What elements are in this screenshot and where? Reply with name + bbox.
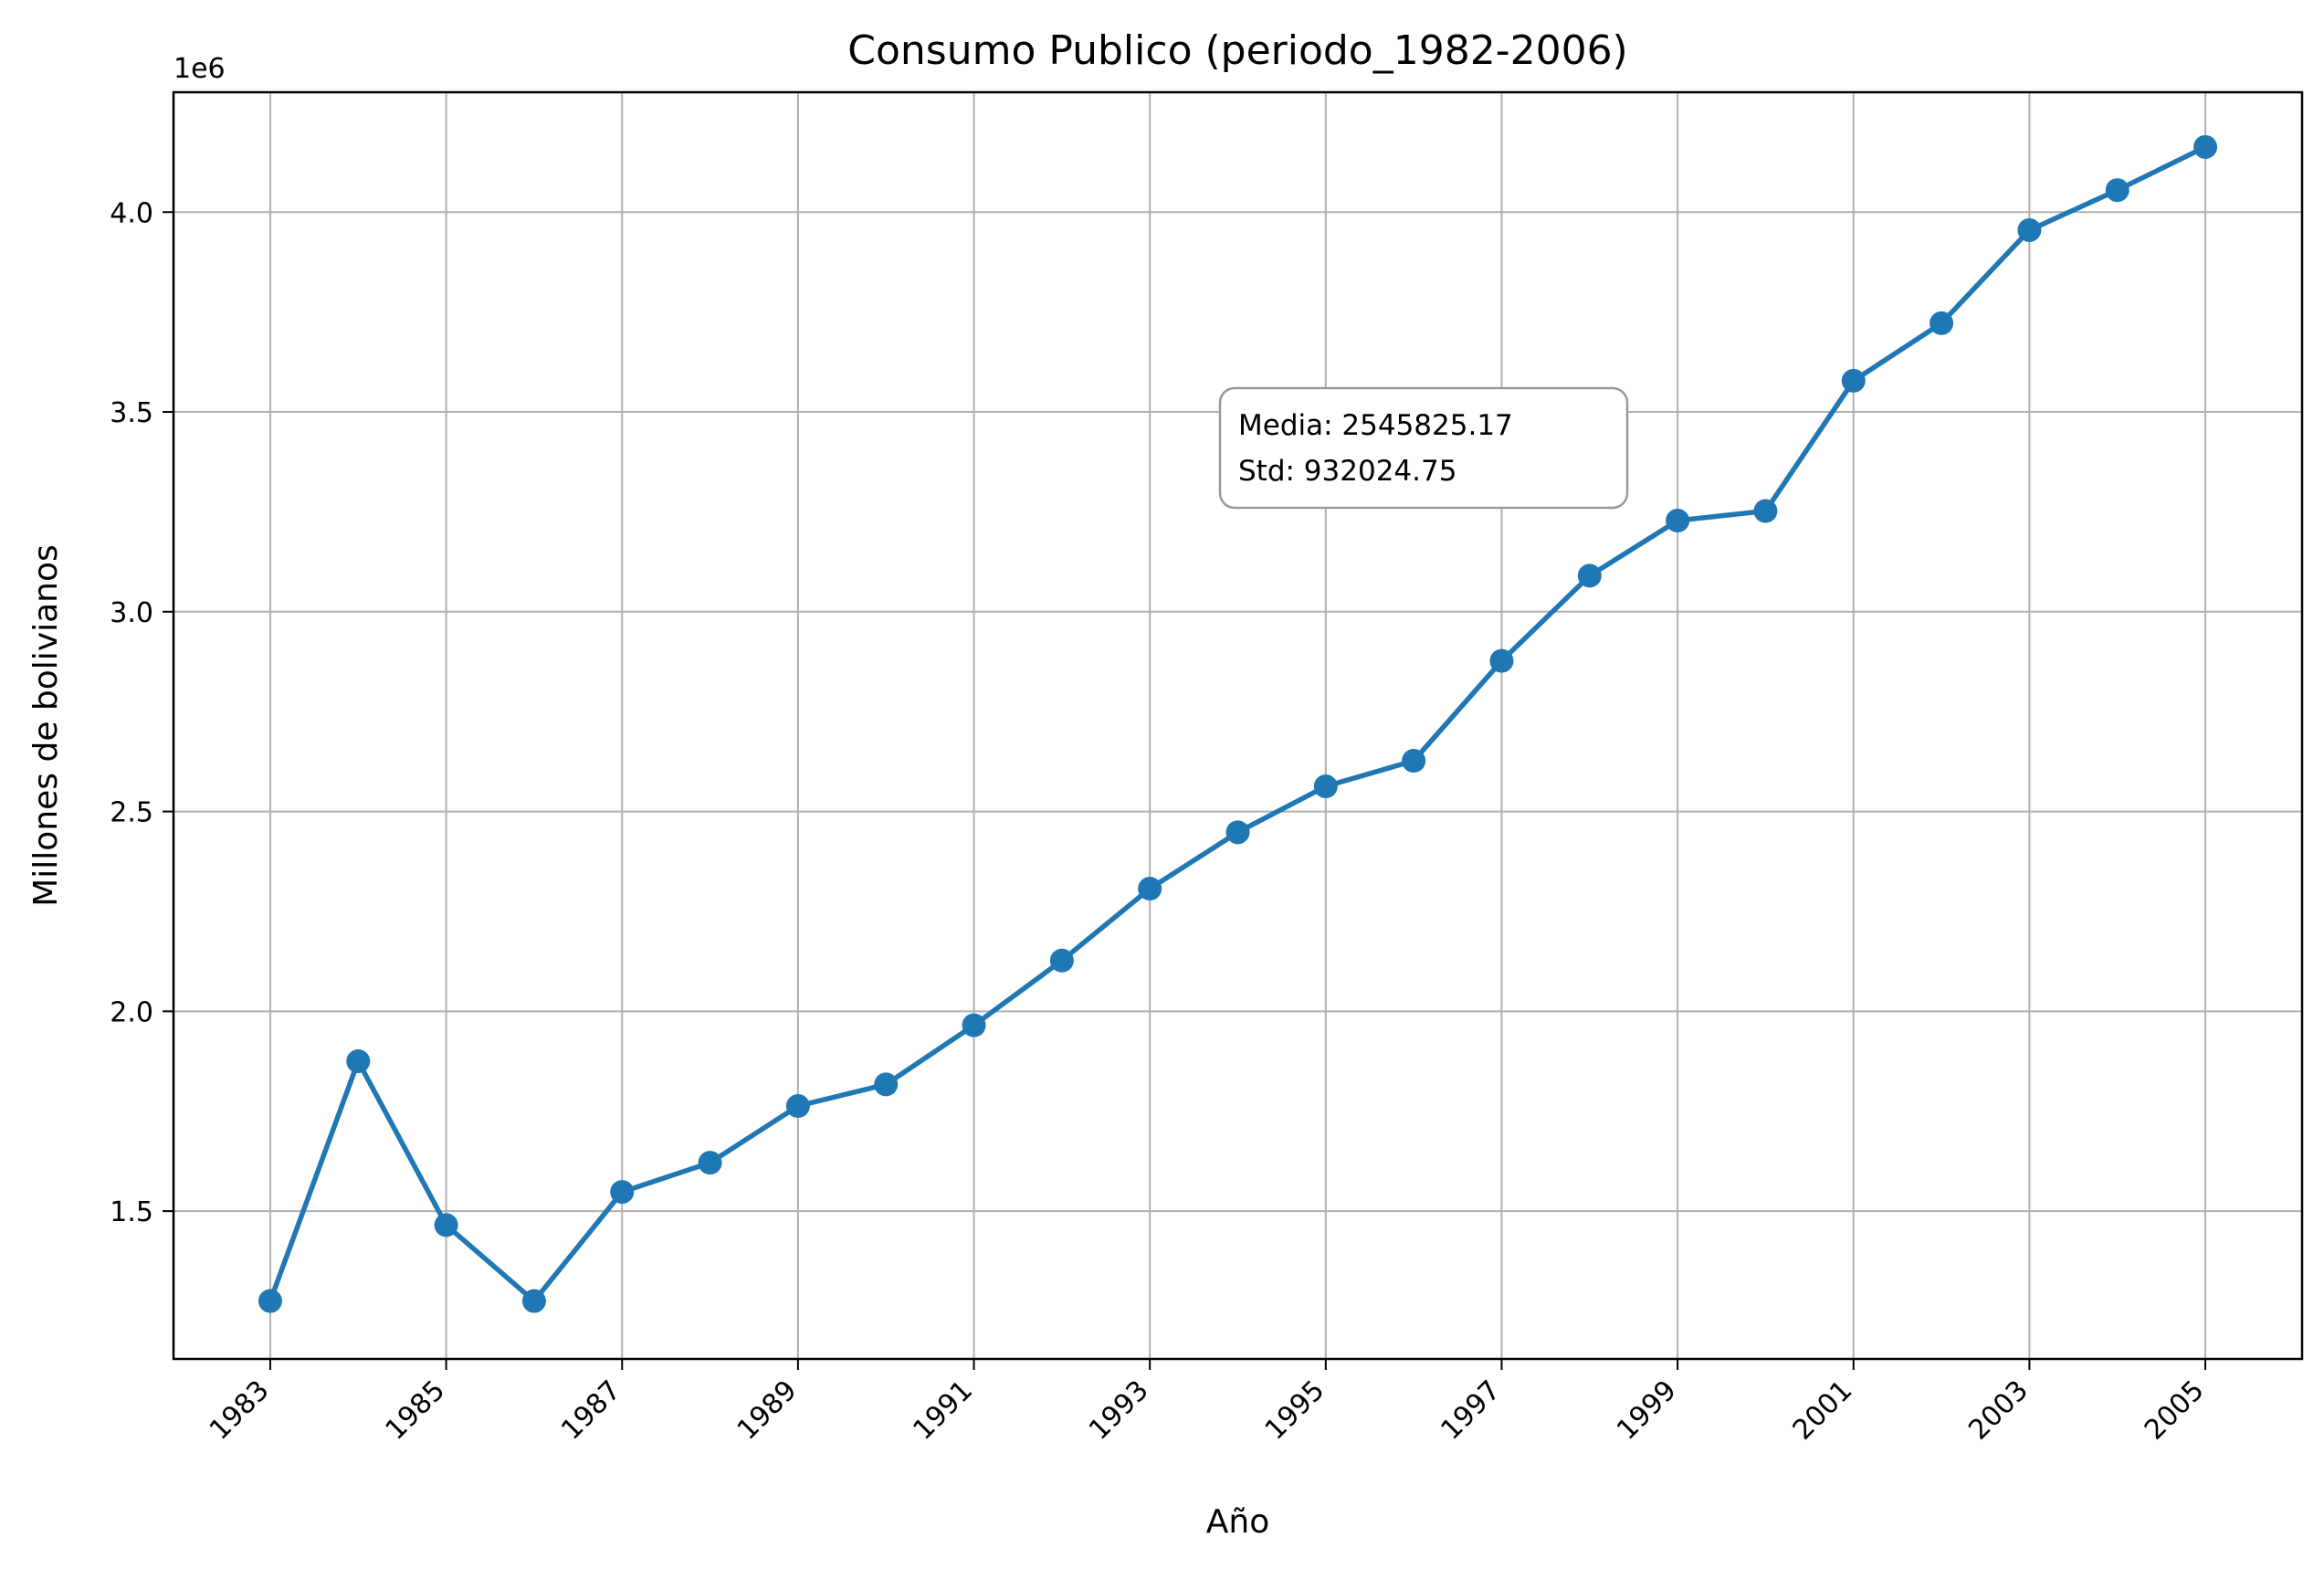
stats-std-text: Std: 932024.75 [1238,455,1456,488]
y-tick-label: 3.0 [110,597,153,629]
data-point [258,1289,282,1313]
data-point [1841,368,1866,393]
x-tick-label: 2001 [1787,1374,1859,1447]
x-tick-label: 2003 [1962,1374,2035,1447]
y-tick-label: 3.5 [110,397,153,429]
x-tick-label: 1983 [204,1374,276,1447]
x-tick-label: 1995 [1259,1374,1331,1447]
x-tick-label: 1989 [731,1374,804,1447]
data-point [1225,820,1250,845]
y-axis-title: Millones de bolivianos [27,544,65,907]
data-point [1402,749,1426,774]
series-line [268,144,2208,1304]
data-point [962,1013,986,1037]
data-point [785,1094,810,1119]
stats-mean-text: Media: 2545825.17 [1238,409,1513,442]
y-tick-label: 1.5 [110,1196,153,1228]
data-point [2105,178,2129,203]
x-tick-label: 1993 [1083,1374,1155,1447]
data-points-layer [258,134,2218,1313]
data-point [1489,648,1514,673]
data-point [610,1180,635,1205]
x-tick-label: 1999 [1611,1374,1683,1447]
y-axis-offset-label: 1e6 [174,53,226,85]
chart-title: Consumo Publico (periodo_1982-2006) [847,27,1627,74]
data-point [521,1289,546,1313]
data-point [1049,948,1074,973]
data-point [1313,774,1338,799]
x-tick-label: 1985 [380,1374,452,1447]
stats-annotation-box: Media: 2545825.17 Std: 932024.75 [1218,386,1629,510]
x-tick-label: 1997 [1435,1374,1507,1447]
series-line-layer [268,144,2208,1304]
y-tick-label: 2.5 [110,797,153,829]
x-tick-label: 2005 [2139,1374,2211,1447]
data-point [1753,499,1778,523]
axis-ticks: 1983 1985 1987 1989 1991 1993 1995 1997 1999 2001… [110,197,2210,1446]
x-tick-label: 1991 [907,1374,979,1447]
data-point [2193,134,2218,159]
data-point [874,1072,899,1097]
data-point [1666,509,1690,533]
data-point [1930,311,1954,335]
data-point [346,1049,371,1074]
plot-frame [172,90,2304,1361]
x-axis-title: Año [1206,1503,1269,1541]
data-point [2017,217,2042,242]
data-point [1138,877,1162,901]
data-point [1577,563,1602,588]
x-tick-label: 1987 [555,1374,627,1447]
stats-annotation-frame [1218,386,1629,510]
data-point [434,1213,458,1237]
y-tick-label: 2.0 [110,996,153,1028]
data-point [698,1151,722,1175]
y-tick-label: 4.0 [110,197,153,229]
